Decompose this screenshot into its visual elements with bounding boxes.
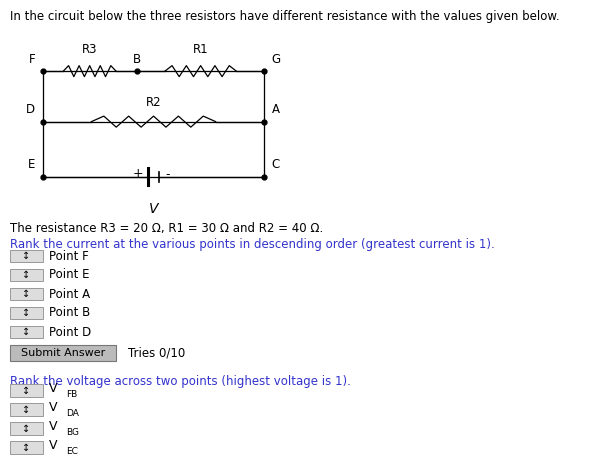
Text: ↕: ↕: [22, 270, 30, 280]
Text: Tries 0/10: Tries 0/10: [128, 347, 185, 359]
Text: V: V: [49, 458, 57, 459]
Text: Point F: Point F: [49, 250, 88, 263]
Text: DA: DA: [66, 409, 78, 418]
FancyBboxPatch shape: [10, 269, 43, 281]
Text: R3: R3: [82, 44, 97, 56]
Text: Point E: Point E: [49, 269, 89, 281]
Text: ↕: ↕: [22, 289, 30, 299]
Text: -: -: [165, 168, 170, 181]
Text: Rank the current at the various points in descending order (greatest current is : Rank the current at the various points i…: [10, 238, 494, 251]
Text: G: G: [272, 53, 281, 66]
Text: V: V: [49, 382, 57, 395]
Text: ↕: ↕: [22, 386, 30, 396]
Text: V: V: [49, 439, 57, 452]
Text: Rank the voltage across two points (highest voltage is 1).: Rank the voltage across two points (high…: [10, 375, 351, 387]
Text: ↕: ↕: [22, 308, 30, 318]
Text: A: A: [272, 103, 280, 116]
Text: F: F: [29, 53, 35, 66]
FancyBboxPatch shape: [10, 288, 43, 301]
FancyBboxPatch shape: [10, 441, 43, 454]
Bar: [43, 71, 264, 177]
FancyBboxPatch shape: [10, 346, 116, 361]
Text: In the circuit below the three resistors have different resistance with the valu: In the circuit below the three resistors…: [10, 10, 559, 23]
Text: ↕: ↕: [22, 327, 30, 337]
Text: B: B: [133, 53, 141, 66]
Text: Point D: Point D: [49, 325, 91, 338]
Text: BG: BG: [66, 428, 78, 437]
Text: R1: R1: [193, 44, 209, 56]
Text: Point B: Point B: [49, 307, 90, 319]
Text: Submit Answer: Submit Answer: [21, 348, 105, 358]
Text: EC: EC: [66, 447, 78, 456]
Text: C: C: [272, 158, 280, 171]
FancyBboxPatch shape: [10, 325, 43, 338]
Text: ↕: ↕: [22, 424, 30, 434]
Text: R2: R2: [146, 96, 161, 109]
FancyBboxPatch shape: [10, 403, 43, 416]
Text: ↕: ↕: [22, 251, 30, 261]
FancyBboxPatch shape: [10, 422, 43, 435]
Text: FB: FB: [66, 390, 77, 399]
Text: V: V: [49, 420, 57, 433]
FancyBboxPatch shape: [10, 384, 43, 397]
Text: Point A: Point A: [49, 287, 90, 301]
FancyBboxPatch shape: [10, 307, 43, 319]
Text: +: +: [133, 167, 143, 179]
Text: D: D: [26, 103, 35, 116]
Text: ↕: ↕: [22, 404, 30, 414]
FancyBboxPatch shape: [10, 250, 43, 263]
Text: E: E: [28, 158, 35, 171]
Text: The resistance R3 = 20 Ω, R1 = 30 Ω and R2 = 40 Ω.: The resistance R3 = 20 Ω, R1 = 30 Ω and …: [10, 222, 323, 235]
Text: ↕: ↕: [22, 442, 30, 453]
Text: V: V: [149, 202, 158, 216]
Text: V: V: [49, 401, 57, 414]
